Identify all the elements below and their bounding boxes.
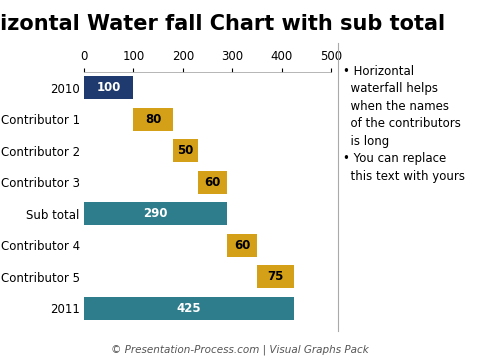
- Bar: [84, 202, 228, 225]
- Bar: [228, 234, 257, 257]
- Text: 100: 100: [96, 81, 121, 94]
- Text: • Horizontal
  waterfall helps
  when the names
  of the contributors
  is long
: • Horizontal waterfall helps when the na…: [343, 65, 465, 183]
- Text: 60: 60: [204, 176, 221, 189]
- Text: 290: 290: [144, 207, 168, 220]
- Text: Horizontal Water fall Chart with sub total: Horizontal Water fall Chart with sub tot…: [0, 14, 445, 35]
- Text: © Presentation-Process.com | Visual Graphs Pack: © Presentation-Process.com | Visual Grap…: [111, 344, 369, 355]
- Bar: [173, 139, 198, 162]
- Text: 425: 425: [177, 302, 202, 315]
- Bar: [198, 171, 228, 194]
- Bar: [133, 108, 173, 131]
- Text: 80: 80: [145, 113, 161, 126]
- Bar: [257, 265, 294, 288]
- Bar: [84, 76, 133, 99]
- Text: 50: 50: [177, 144, 193, 157]
- Text: 75: 75: [267, 270, 284, 283]
- Text: 60: 60: [234, 239, 251, 252]
- Bar: [84, 297, 294, 320]
